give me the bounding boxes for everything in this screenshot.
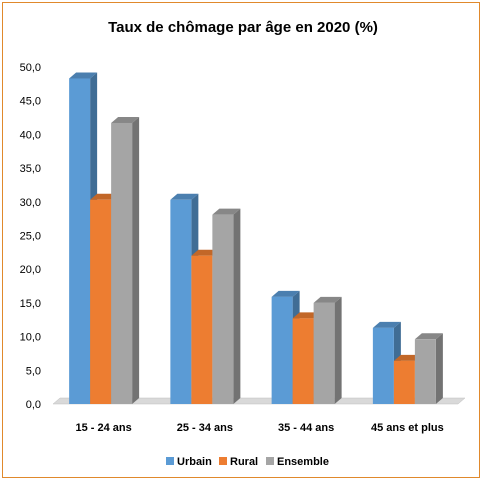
- y-tick-label: 40,0: [20, 129, 41, 141]
- legend-swatch-urbain: [166, 457, 174, 465]
- bar-front-face: [414, 339, 436, 404]
- y-tick-label: 10,0: [20, 332, 41, 344]
- bar-top-face: [111, 116, 140, 123]
- bar-front-face: [111, 122, 133, 404]
- bar-top-face: [271, 290, 300, 297]
- y-tick-label: 30,0: [20, 197, 41, 209]
- bar-front-face: [313, 302, 335, 404]
- bar-front-face: [191, 255, 213, 404]
- bar-front-face: [271, 296, 293, 404]
- y-tick-label: 15,0: [20, 298, 41, 310]
- x-tick-label: 35 - 44 ans: [278, 422, 334, 434]
- y-tick-label: 25,0: [20, 231, 41, 243]
- y-tick-label: 0,0: [26, 399, 41, 411]
- bar-ensemble-3: [313, 296, 342, 404]
- x-tick-label: 15 - 24 ans: [75, 422, 131, 434]
- bar-front-face: [292, 318, 314, 404]
- x-tick-label: 45 ans et plus: [371, 422, 444, 434]
- legend-label-ensemble: Ensemble: [277, 456, 329, 468]
- bar-front-face: [393, 360, 415, 404]
- bar-top-face: [69, 72, 98, 79]
- y-tick-label: 5,0: [26, 365, 41, 377]
- bar-top-face: [212, 208, 241, 215]
- y-tick-label: 20,0: [20, 264, 41, 276]
- y-axis: 0,0 5,0 10,0 15,0 20,0 25,0 30,0 35,0 40,0 45,0 50…: [20, 62, 41, 411]
- legend: Urbain Rural Ensemble: [166, 456, 329, 468]
- bar-front-face: [212, 214, 234, 404]
- legend-label-rural: Rural: [230, 456, 258, 468]
- chart-canvas: Taux de chômage par âge en 2020 (%) 0,0 5…: [20, 19, 466, 468]
- x-tick-label: 25 - 34 ans: [177, 422, 233, 434]
- y-tick-label: 50,0: [20, 62, 41, 74]
- bar-ensemble-2: [212, 208, 241, 404]
- bar-front-face: [372, 327, 394, 404]
- bar-top-face: [170, 193, 199, 200]
- chart-title: Taux de chômage par âge en 2020 (%): [108, 19, 378, 36]
- y-tick-label: 45,0: [20, 96, 41, 108]
- bar-top-face: [372, 321, 401, 328]
- legend-swatch-ensemble: [266, 457, 274, 465]
- chart-frame: Taux de chômage par âge en 2020 (%) 0,0 5…: [2, 2, 480, 478]
- bar-ensemble-1: [111, 116, 140, 404]
- bar-side-face: [233, 208, 241, 404]
- bar-front-face: [90, 199, 112, 404]
- bar-side-face: [132, 116, 140, 404]
- y-tick-label: 35,0: [20, 163, 41, 175]
- legend-swatch-rural: [219, 457, 227, 465]
- bar-front-face: [170, 199, 192, 404]
- bar-top-face: [313, 296, 342, 303]
- x-axis: 15 - 24 ans 25 - 34 ans 35 - 44 ans 45 ans …: [75, 422, 443, 434]
- bar-side-face: [334, 296, 342, 404]
- bar-side-face: [435, 333, 443, 404]
- legend-label-urbain: Urbain: [177, 456, 212, 468]
- bar-ensemble-4: [414, 333, 443, 404]
- bar-top-face: [414, 333, 443, 340]
- bars: [69, 72, 443, 404]
- bar-front-face: [69, 78, 91, 404]
